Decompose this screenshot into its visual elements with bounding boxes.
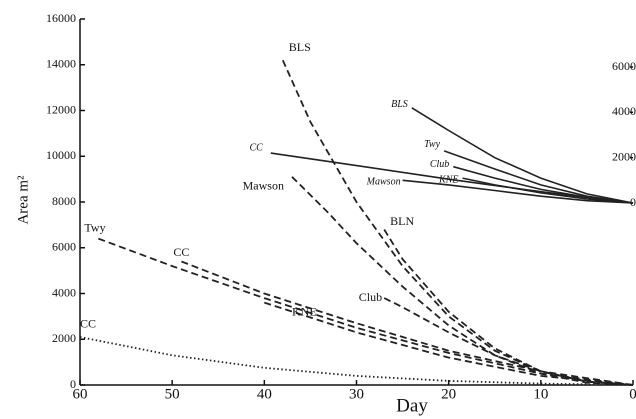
series-line	[270, 152, 634, 204]
series-label: CC	[173, 245, 189, 259]
series-line	[181, 260, 634, 386]
x-tick-label: 0	[629, 386, 636, 402]
y-tick-label: 10000	[46, 148, 76, 162]
series-label: BLS	[391, 99, 408, 110]
series-label: CC	[249, 142, 263, 153]
series-label: Club	[430, 159, 449, 170]
series-label: BLS	[289, 40, 311, 54]
series-line	[383, 229, 634, 386]
x-tick-label: 50	[165, 386, 180, 402]
y2-tick-label: 6000	[612, 59, 636, 73]
series-label: Twy	[424, 139, 440, 150]
x-tick-label: 60	[73, 386, 88, 402]
series-label: KNE	[292, 304, 317, 318]
series-label: Mawson	[366, 177, 401, 188]
y-tick-label: 16000	[46, 11, 76, 25]
y2-tick-label: 0	[630, 195, 636, 209]
y2-tick-label: 2000	[612, 149, 636, 163]
series-line	[402, 179, 634, 204]
x-tick-label: 40	[257, 386, 272, 402]
series-line	[291, 176, 634, 386]
series-line	[98, 237, 634, 386]
series-line	[79, 336, 634, 386]
x-tick-label: 20	[441, 386, 456, 402]
series-label: CC	[80, 317, 96, 331]
x-axis-label: Day	[396, 395, 428, 416]
y-axis-label: Area m²	[15, 175, 31, 225]
series-label: BLN	[390, 214, 414, 228]
y-tick-label: 6000	[52, 240, 76, 254]
series-label: Twy	[84, 220, 105, 234]
series-line	[462, 177, 634, 204]
series-line	[264, 301, 634, 386]
x-tick-label: 30	[349, 386, 364, 402]
series-label: Club	[359, 290, 382, 304]
y-tick-label: 4000	[52, 285, 76, 299]
series-label: Mawson	[243, 179, 284, 193]
y-tick-label: 14000	[46, 57, 76, 71]
y-tick-label: 12000	[46, 102, 76, 116]
series-line	[411, 107, 634, 204]
y-tick-label: 0	[70, 377, 76, 391]
x-tick-label: 10	[533, 386, 548, 402]
y2-tick-label: 4000	[612, 104, 636, 118]
y-tick-label: 2000	[52, 331, 76, 345]
series-line	[383, 297, 634, 386]
y-tick-label: 8000	[52, 194, 76, 208]
